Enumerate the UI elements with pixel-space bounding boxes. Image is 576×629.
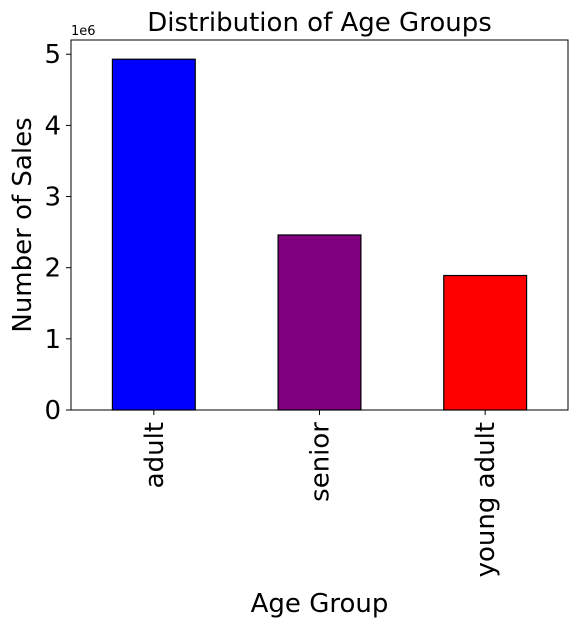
bar-adult xyxy=(111,58,196,411)
bar-senior xyxy=(277,234,362,411)
chart-title: Distribution of Age Groups xyxy=(147,8,492,38)
y-axis-label: Number of Sales xyxy=(8,117,38,332)
y-offset-label: 1e6 xyxy=(71,24,96,39)
x-axis-label: Age Group xyxy=(251,589,389,619)
y-axis: 0 1 2 3 4 5 xyxy=(44,40,71,426)
y-tick-label: 4 xyxy=(44,111,61,141)
x-tick-label: adult xyxy=(140,422,170,488)
bars xyxy=(111,58,528,411)
y-tick-label: 1 xyxy=(44,325,61,355)
bar-young-adult xyxy=(443,274,528,411)
y-tick-label: 3 xyxy=(44,183,61,213)
y-tick-label: 0 xyxy=(44,396,61,426)
plot-frame xyxy=(70,39,569,411)
y-tick-label: 5 xyxy=(44,40,61,70)
y-tick-label: 2 xyxy=(44,254,61,284)
x-axis: adult senior young adult xyxy=(140,410,501,577)
x-tick-label: young adult xyxy=(471,422,501,577)
x-tick-label: senior xyxy=(306,422,336,502)
